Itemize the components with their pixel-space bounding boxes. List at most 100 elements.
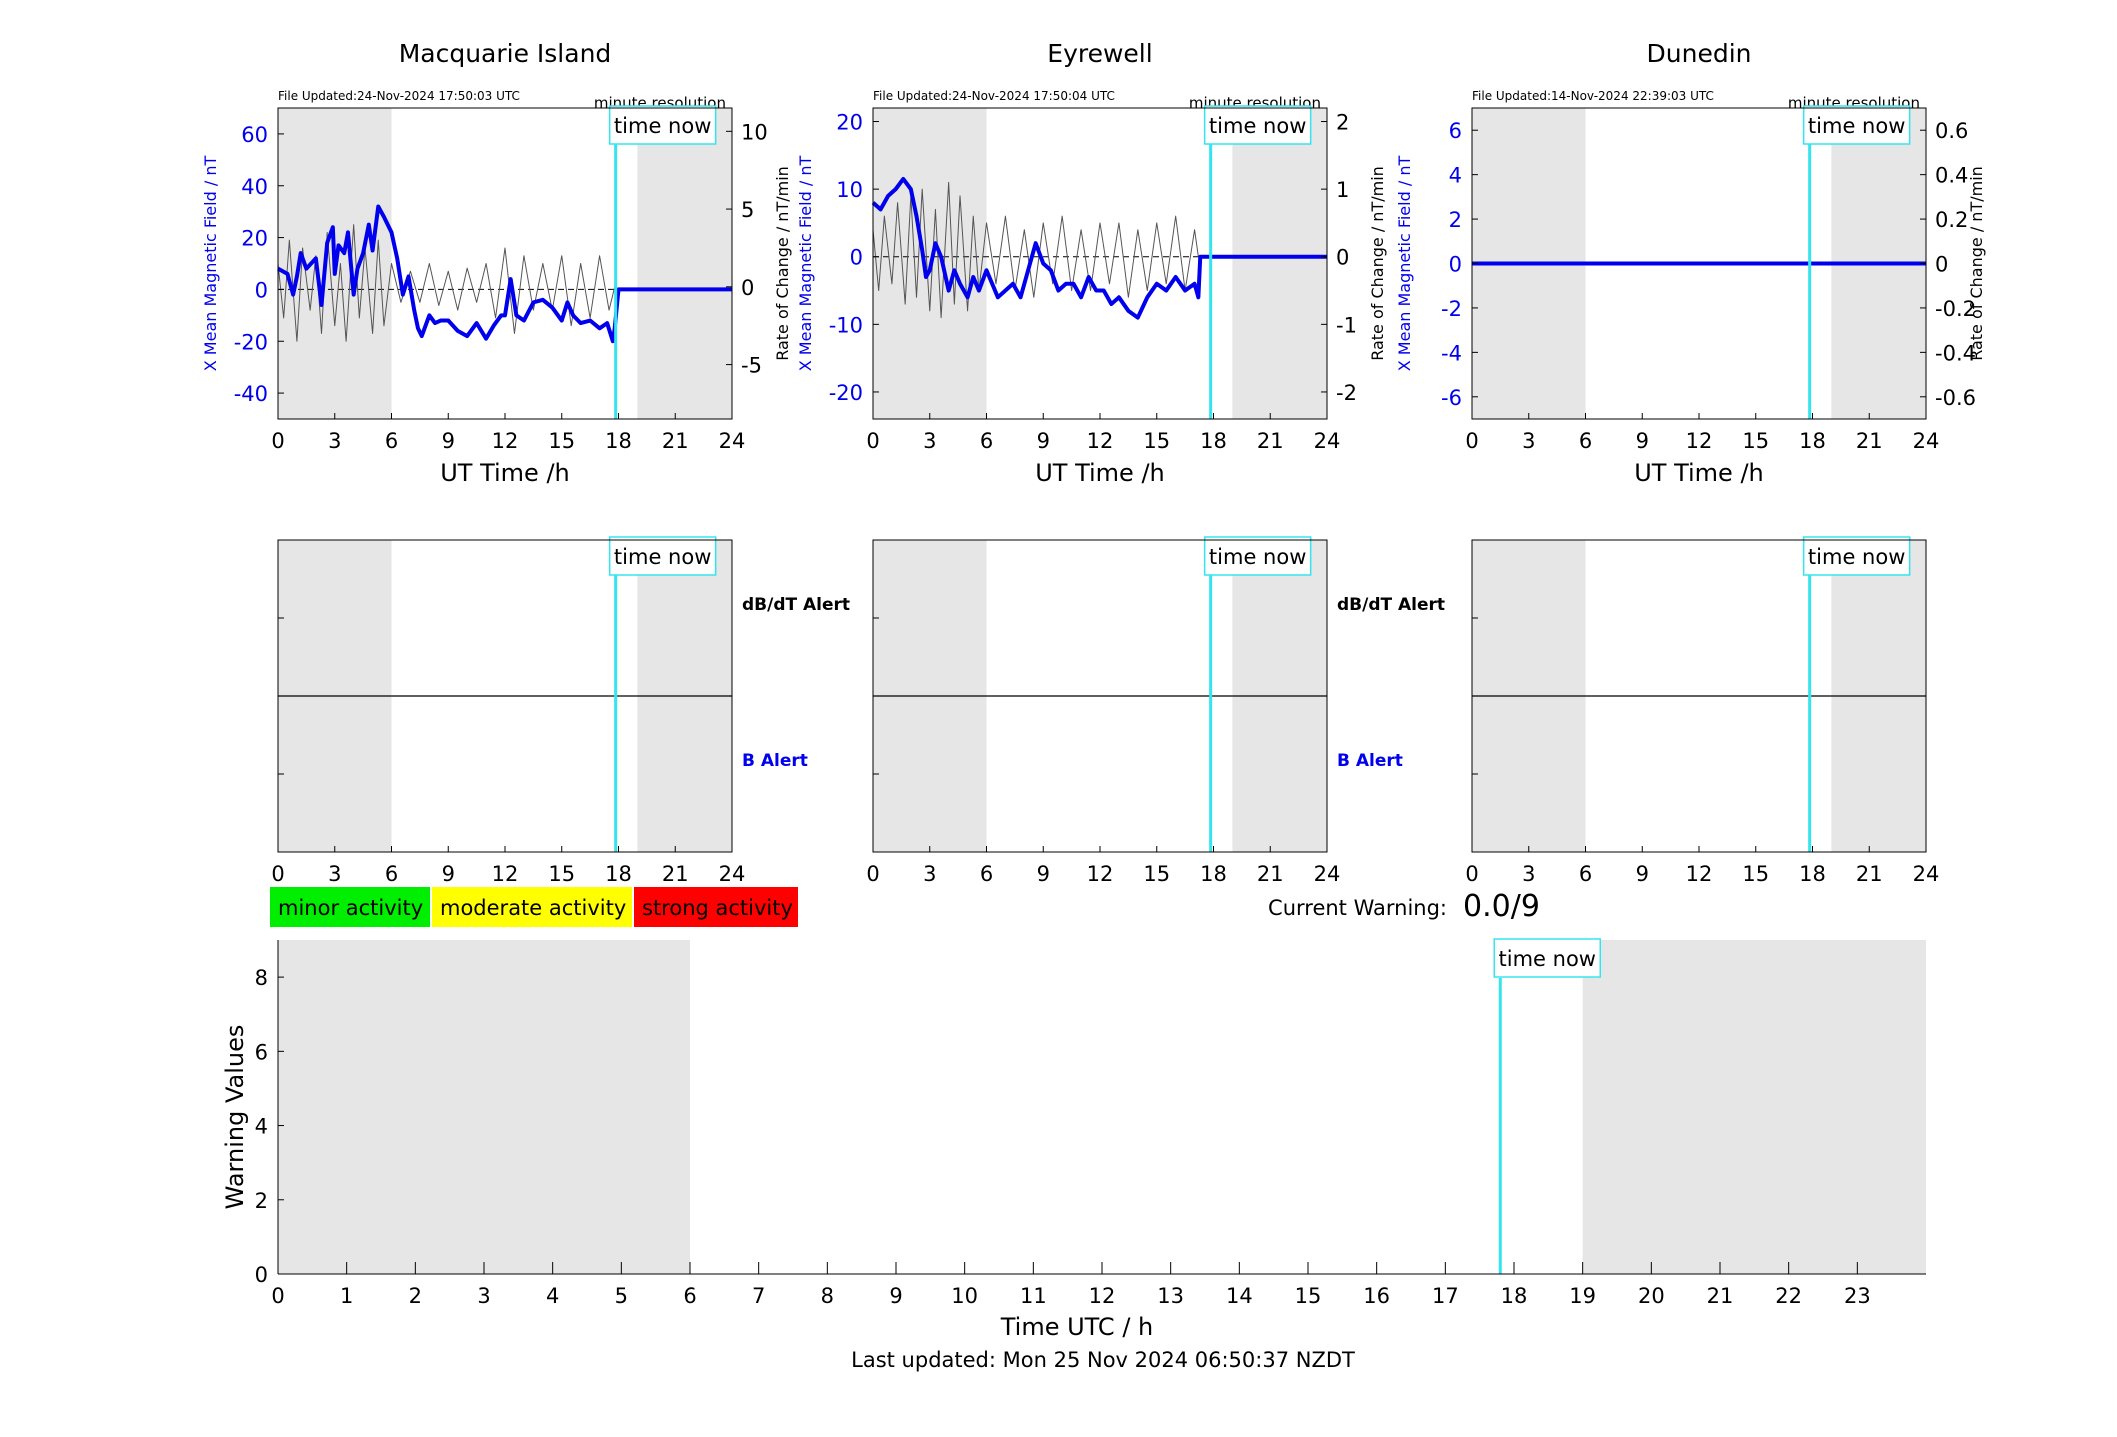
warning-xtick-label-5: 5 [615,1284,628,1308]
xtick-label-0-2: 6 [385,429,398,453]
warning-xtick-label-1: 1 [340,1284,353,1308]
alert-time-now-2-box [1802,536,1911,576]
time-now-0-box [608,105,717,145]
warning-xtick-label-22: 22 [1775,1284,1802,1308]
warning-xtick-label-6: 6 [683,1284,696,1308]
legend-swatch-1 [432,887,632,927]
alert-xtick-label-2-4: 12 [1686,862,1713,886]
warning-xtick-label-0: 0 [271,1284,284,1308]
field-series-0 [277,204,732,344]
warning-xtick-label-11: 11 [1020,1284,1047,1308]
ylabel-right-2: Rate of Change / nT/min [1967,166,1986,361]
ytick-label-right-2-6: 0.6 [1935,119,1968,143]
current-warning-label: Current Warning: [1268,896,1447,920]
alert-xtick-label-0-5: 15 [548,862,575,886]
warning-xtick-label-16: 16 [1363,1284,1390,1308]
xtick-label-2-2: 6 [1579,429,1592,453]
ytick-label-left-2-2: -2 [1441,297,1462,321]
alert-xtick-label-2-1: 3 [1522,862,1535,886]
alert-xtick-label-2-5: 15 [1742,862,1769,886]
alert-xtick-label-0-1: 3 [328,862,341,886]
alert-xtick-label-1-7: 21 [1257,862,1284,886]
warning-ytick-label-1: 2 [255,1189,268,1213]
xtick-label-0-6: 18 [605,429,632,453]
warning-xtick-label-15: 15 [1295,1284,1322,1308]
ytick-label-right-1-3: 1 [1336,178,1349,202]
alert-time-now-1-box [1203,536,1312,576]
warning-xtick-label-21: 21 [1707,1284,1734,1308]
warning-ylabel: Warning Values [221,1025,249,1210]
ytick-label-right-1-0: -2 [1336,381,1357,405]
alert-xtick-label-0-3: 9 [442,862,455,886]
alert-xtick-label-1-6: 18 [1200,862,1227,886]
dbdt-alert-label-0: dB/dT Alert [742,595,850,615]
legend-swatch-2 [634,887,798,927]
time-now-0-label: time now [614,114,711,138]
xtick-label-2-6: 18 [1799,429,1826,453]
ytick-label-right-2-0: -0.6 [1935,386,1976,410]
alert-xtick-label-1-3: 9 [1037,862,1050,886]
warning-xtick-label-23: 23 [1844,1284,1871,1308]
alert-time-now-2-label: time now [1808,545,1905,569]
warning-xtick-label-19: 19 [1569,1284,1596,1308]
ytick-label-right-0-3: 10 [741,120,768,144]
xtick-label-0-7: 21 [662,429,689,453]
alert-xtick-label-2-6: 18 [1799,862,1826,886]
ytick-label-left-1-3: 10 [836,178,863,202]
xtick-label-2-7: 21 [1856,429,1883,453]
time-now-2-label: time now [1808,114,1905,138]
warning-xtick-label-4: 4 [546,1284,559,1308]
ytick-label-right-0-0: -5 [741,354,762,378]
alert-xtick-label-0-4: 12 [492,862,519,886]
xlabel-0: UT Time /h [440,459,570,487]
ytick-label-left-2-1: -4 [1441,341,1462,365]
warning-xtick-label-10: 10 [951,1284,978,1308]
current-warning-value: 0.0/9 [1463,889,1540,924]
warning-xtick-label-12: 12 [1089,1284,1116,1308]
xtick-label-0-1: 3 [328,429,341,453]
legend-label-0: minor activity [278,896,423,920]
warning-xtick-label-7: 7 [752,1284,765,1308]
xtick-label-1-1: 3 [923,429,936,453]
rate-series-1 [872,181,1199,319]
xtick-label-0-0: 0 [271,429,284,453]
last-updated: Last updated: Mon 25 Nov 2024 06:50:37 N… [851,1348,1355,1372]
warning-xtick-label-13: 13 [1157,1284,1184,1308]
ytick-label-left-0-1: -20 [234,330,268,354]
ytick-label-left-1-0: -20 [829,381,863,405]
b-alert-label-1: B Alert [1337,751,1403,771]
xtick-label-1-6: 18 [1200,429,1227,453]
ytick-label-left-1-2: 0 [850,246,863,270]
time-now-2-box [1802,105,1911,145]
warning-xtick-label-18: 18 [1501,1284,1528,1308]
warning-time-now-label: time now [1499,947,1596,971]
xtick-label-1-4: 12 [1087,429,1114,453]
ytick-label-right-2-3: 0 [1935,253,1948,277]
xtick-label-1-5: 15 [1143,429,1170,453]
ytick-label-left-0-0: -40 [234,382,268,406]
station-title-2: Dunedin [1647,39,1752,68]
ytick-label-left-2-5: 4 [1449,164,1462,188]
station-title-1: Eyrewell [1047,39,1152,68]
time-now-1-label: time now [1209,114,1306,138]
alert-xtick-label-2-7: 21 [1856,862,1883,886]
xtick-label-0-8: 24 [719,429,746,453]
ytick-label-left-0-2: 0 [255,278,268,302]
warning-ytick-label-3: 6 [255,1040,268,1064]
file-updated-0: File Updated:24-Nov-2024 17:50:03 UTC [278,89,520,103]
warning-xtick-label-14: 14 [1226,1284,1253,1308]
ytick-label-left-1-1: -10 [829,313,863,337]
alert-xtick-label-1-1: 3 [923,862,936,886]
ytick-label-right-1-1: -1 [1336,313,1357,337]
ytick-label-right-1-4: 2 [1336,111,1349,135]
alert-xtick-label-0-2: 6 [385,862,398,886]
warning-ytick-label-0: 0 [255,1263,268,1287]
xlabel-2: UT Time /h [1634,459,1764,487]
alert-xtick-label-0-8: 24 [719,862,746,886]
alert-xtick-label-2-8: 24 [1913,862,1940,886]
warning-xtick-label-3: 3 [477,1284,490,1308]
legend-swatch-0 [270,887,430,927]
alert-xtick-label-2-3: 9 [1636,862,1649,886]
warning-xtick-label-20: 20 [1638,1284,1665,1308]
xtick-label-1-3: 9 [1037,429,1050,453]
